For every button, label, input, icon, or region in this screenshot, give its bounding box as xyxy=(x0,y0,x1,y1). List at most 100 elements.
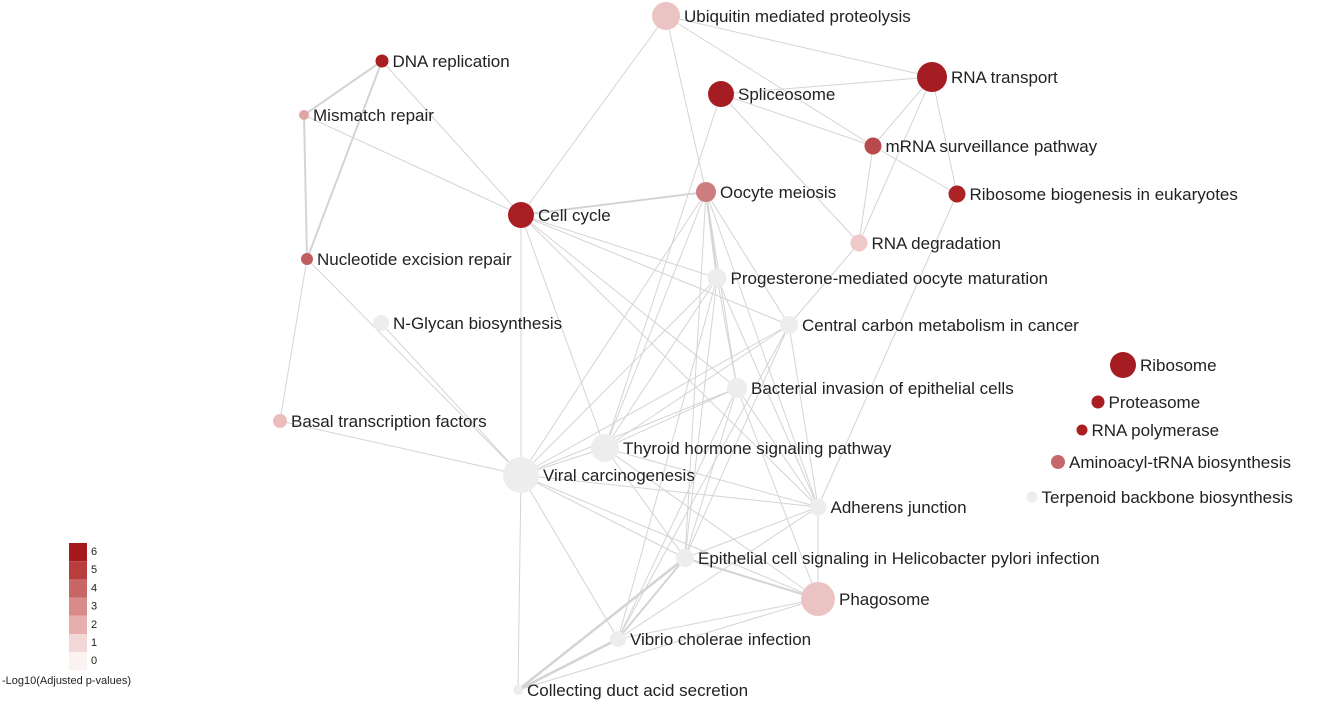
node-rna-degradation[interactable]: RNA degradation xyxy=(850,234,1001,253)
node-circle-nucleotide-exc[interactable] xyxy=(301,253,313,265)
node-circle-adherens[interactable] xyxy=(809,498,827,516)
node-circle-cell-cycle[interactable] xyxy=(508,202,534,228)
node-dna-rep[interactable]: DNA replication xyxy=(375,52,510,71)
edge-ubiquitin-cell-cycle xyxy=(520,15,667,216)
edge-oocyte-meiosis-viral-carc xyxy=(520,191,707,476)
legend-tick-2: 2 xyxy=(91,619,97,631)
node-circle-viral-carc[interactable] xyxy=(503,457,539,493)
node-central-carbon[interactable]: Central carbon metabolism in cancer xyxy=(780,316,1079,335)
node-oocyte-meiosis[interactable]: Oocyte meiosis xyxy=(696,182,836,202)
node-viral-carc[interactable]: Viral carcinogenesis xyxy=(503,457,695,493)
edge-basal-tf-viral-carc xyxy=(279,420,522,476)
edge-progesterone-thyroid xyxy=(604,277,718,449)
edge-central-carbon-epithelial-hp xyxy=(684,324,790,559)
node-rna-transport[interactable]: RNA transport xyxy=(917,62,1058,92)
node-label-cell-cycle: Cell cycle xyxy=(538,206,611,225)
edge-central-carbon-thyroid xyxy=(604,324,790,449)
node-mismatch[interactable]: Mismatch repair xyxy=(299,106,434,125)
node-label-rna-transport: RNA transport xyxy=(951,68,1058,87)
edge-n-glycan-viral-carc xyxy=(380,322,522,476)
node-phagosome[interactable]: Phagosome xyxy=(801,582,930,616)
edge-progesterone-vibrio xyxy=(617,277,718,640)
edge-cell-cycle-adherens xyxy=(520,214,819,508)
node-label-basal-tf: Basal transcription factors xyxy=(291,412,487,431)
node-basal-tf[interactable]: Basal transcription factors xyxy=(273,412,487,431)
node-layer: Ubiquitin mediated proteolysis DNA replic… xyxy=(273,2,1293,700)
node-circle-basal-tf[interactable] xyxy=(273,414,287,428)
node-adherens[interactable]: Adherens junction xyxy=(809,498,967,517)
edge-oocyte-meiosis-epithelial-hp xyxy=(684,191,707,559)
node-label-viral-carc: Viral carcinogenesis xyxy=(543,466,695,485)
edge-mrna-surv-ribo-biogen xyxy=(872,145,958,195)
node-circle-ubiquitin[interactable] xyxy=(652,2,680,30)
node-mrna-surv[interactable]: mRNA surveillance pathway xyxy=(864,137,1098,156)
node-proteasome[interactable]: Proteasome xyxy=(1091,393,1201,412)
node-collecting-duct[interactable]: Collecting duct acid secretion xyxy=(513,681,748,700)
node-n-glycan[interactable]: N-Glycan biosynthesis xyxy=(373,314,562,333)
node-epithelial-hp[interactable]: Epithelial cell signaling in Helicobacte… xyxy=(676,549,1100,568)
node-progesterone[interactable]: Progesterone-mediated oocyte maturation xyxy=(707,268,1049,289)
node-circle-phagosome[interactable] xyxy=(801,582,835,616)
node-label-spliceosome: Spliceosome xyxy=(738,85,835,104)
edge-dna-rep-mismatch xyxy=(303,60,383,116)
edge-oocyte-meiosis-central-carbon xyxy=(705,191,790,326)
node-circle-rna-degradation[interactable] xyxy=(850,234,868,252)
node-circle-rna-transport[interactable] xyxy=(917,62,947,92)
node-rna-pol[interactable]: RNA polymerase xyxy=(1076,421,1220,440)
legend-swatch-6 xyxy=(69,543,87,562)
node-aminoacyl[interactable]: Aminoacyl-tRNA biosynthesis xyxy=(1051,453,1291,472)
node-label-collecting-duct: Collecting duct acid secretion xyxy=(527,681,748,700)
node-terpenoid[interactable]: Terpenoid backbone biosynthesis xyxy=(1026,488,1293,507)
node-ribo-biogen[interactable]: Ribosome biogenesis in eukaryotes xyxy=(948,185,1238,204)
node-circle-bacterial-inv[interactable] xyxy=(727,378,747,398)
legend-swatch-5 xyxy=(69,561,87,580)
node-circle-aminoacyl[interactable] xyxy=(1051,455,1065,469)
node-ubiquitin[interactable]: Ubiquitin mediated proteolysis xyxy=(652,2,911,30)
edge-rna-transport-rna-degradation xyxy=(858,76,933,244)
node-circle-collecting-duct[interactable] xyxy=(513,685,523,695)
node-circle-terpenoid[interactable] xyxy=(1026,491,1038,503)
edge-central-carbon-adherens xyxy=(788,324,819,508)
node-circle-epithelial-hp[interactable] xyxy=(676,549,694,567)
node-bacterial-inv[interactable]: Bacterial invasion of epithelial cells xyxy=(727,378,1014,398)
node-ribosome[interactable]: Ribosome xyxy=(1110,352,1217,378)
edge-adherens-epithelial-hp xyxy=(684,506,819,559)
edge-oocyte-meiosis-adherens xyxy=(705,191,819,508)
edge-cell-cycle-thyroid xyxy=(520,214,606,449)
edge-ribo-biogen-adherens xyxy=(817,193,958,508)
node-spliceosome[interactable]: Spliceosome xyxy=(708,81,835,107)
node-circle-central-carbon[interactable] xyxy=(780,316,798,334)
node-thyroid[interactable]: Thyroid hormone signaling pathway xyxy=(591,434,892,462)
node-label-proteasome: Proteasome xyxy=(1109,393,1201,412)
edge-dna-rep-cell-cycle xyxy=(381,60,522,216)
edge-vibrio-collecting-duct xyxy=(517,637,619,692)
edge-phagosome-collecting-duct xyxy=(517,598,819,691)
node-circle-ribo-biogen[interactable] xyxy=(948,185,966,203)
edge-viral-carc-phagosome xyxy=(520,474,819,600)
node-circle-mismatch[interactable] xyxy=(299,110,309,120)
node-circle-mrna-surv[interactable] xyxy=(864,137,882,155)
legend-tick-4: 4 xyxy=(91,582,97,594)
node-circle-progesterone[interactable] xyxy=(707,268,727,288)
node-label-dna-rep: DNA replication xyxy=(393,52,510,71)
node-circle-ribosome[interactable] xyxy=(1110,352,1136,378)
edge-ubiquitin-mrna-surv xyxy=(665,15,874,147)
edge-rna-transport-ribo-biogen xyxy=(931,76,958,195)
node-cell-cycle[interactable]: Cell cycle xyxy=(508,202,611,228)
node-circle-spliceosome[interactable] xyxy=(708,81,734,107)
node-circle-n-glycan[interactable] xyxy=(373,315,389,331)
edge-viral-carc-epithelial-hp xyxy=(520,474,686,559)
node-circle-dna-rep[interactable] xyxy=(375,54,389,68)
edge-epithelial-hp-phagosome xyxy=(684,557,819,600)
edge-rna-transport-mrna-surv xyxy=(872,76,933,147)
node-circle-thyroid[interactable] xyxy=(591,434,619,462)
node-circle-rna-pol[interactable] xyxy=(1076,424,1088,436)
node-circle-oocyte-meiosis[interactable] xyxy=(696,182,716,202)
node-vibrio[interactable]: Vibrio cholerae infection xyxy=(610,630,811,649)
edge-rna-transport-spliceosome xyxy=(720,76,933,95)
node-circle-vibrio[interactable] xyxy=(610,631,626,647)
node-nucleotide-exc[interactable]: Nucleotide excision repair xyxy=(301,250,512,269)
node-circle-proteasome[interactable] xyxy=(1091,395,1105,409)
node-label-ribo-biogen: Ribosome biogenesis in eukaryotes xyxy=(970,185,1238,204)
legend-swatch-1 xyxy=(69,634,87,653)
